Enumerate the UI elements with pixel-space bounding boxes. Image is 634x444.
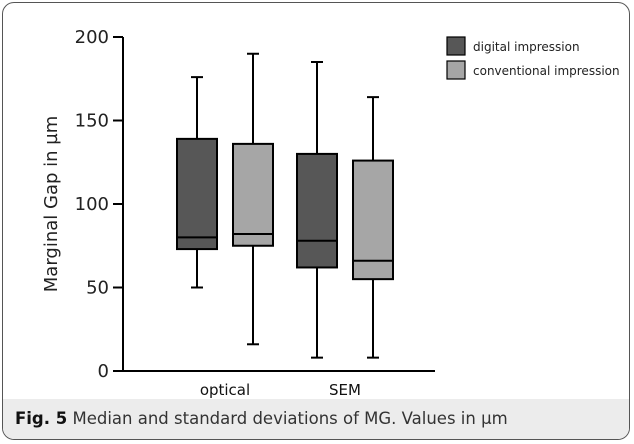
box-conventional [352, 159, 394, 281]
y-tick-label: 50 [86, 278, 109, 299]
box-conventional [232, 142, 274, 247]
box-plot-chart: 0 50 100 150 200 Marginal Gap in µm optical SEM… [41, 27, 620, 399]
box-digital [176, 137, 218, 251]
legend-swatch [446, 36, 466, 56]
y-tick-label: 150 [75, 111, 109, 132]
box-digital [296, 152, 338, 269]
y-axis-label: Marginal Gap in µm [41, 116, 62, 292]
y-tick-label: 0 [98, 361, 109, 382]
x-category-label: optical [200, 381, 250, 399]
caption-label: Fig. 5 [15, 409, 68, 428]
figure-caption: Fig. 5 Median and standard deviations of… [3, 399, 629, 439]
y-tick-label: 100 [75, 194, 109, 215]
legend-label: digital impression [473, 40, 580, 54]
figure-frame: 0 50 100 150 200 Marginal Gap in µm optical SEM… [2, 2, 630, 440]
legend-label: conventional impression [473, 64, 620, 78]
legend-swatch [446, 60, 466, 80]
caption-text: Median and standard deviations of MG. Va… [67, 409, 508, 428]
y-tick-label: 200 [75, 27, 109, 48]
x-category-label: SEM [329, 381, 361, 399]
